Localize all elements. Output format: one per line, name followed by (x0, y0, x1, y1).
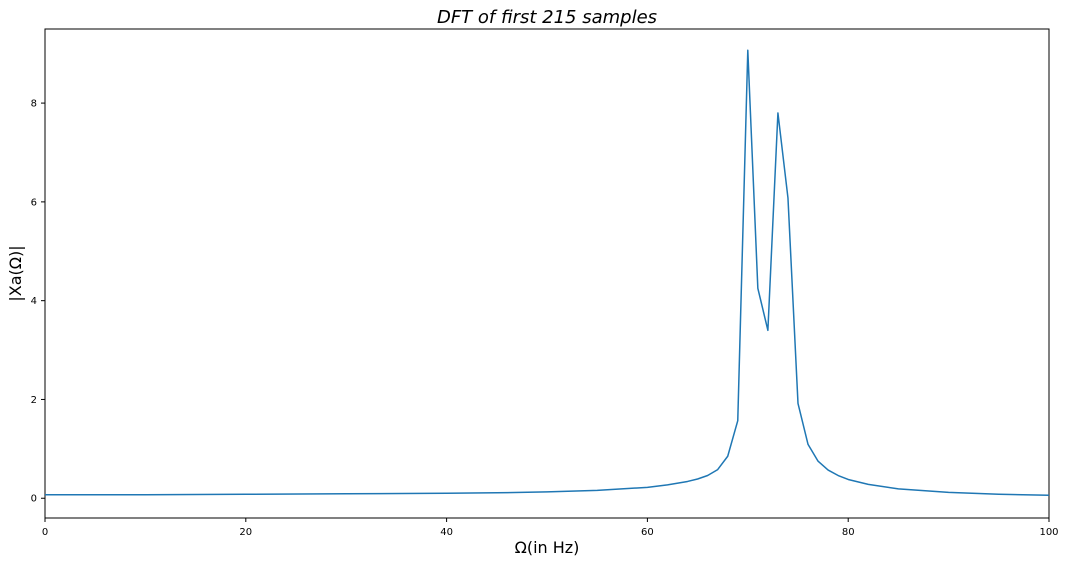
y-axis-ticks: 0 2 4 6 8 (31, 99, 45, 505)
y-tick-label: 0 (31, 494, 37, 505)
x-tick-label: 0 (42, 527, 48, 538)
y-tick-label: 8 (31, 99, 37, 110)
y-tick-label: 4 (31, 296, 37, 307)
y-axis-label: |Xa(Ω)| (6, 245, 25, 301)
y-tick-label: 6 (31, 197, 37, 208)
y-tick-label: 2 (31, 395, 37, 406)
plot-area (44, 28, 1050, 519)
x-tick-label: 80 (842, 527, 855, 538)
axes-frame (44, 28, 1050, 519)
series-line (45, 49, 1050, 497)
x-axis-label: Ω(in Hz) (515, 538, 580, 557)
x-tick-label: 60 (641, 527, 654, 538)
x-tick-label: 100 (1039, 527, 1058, 538)
chart-title: DFT of first 215 samples (437, 7, 657, 28)
x-tick-label: 20 (239, 527, 252, 538)
x-tick-label: 40 (440, 527, 453, 538)
x-axis-ticks: 0 20 40 60 80 100 (42, 518, 1059, 538)
